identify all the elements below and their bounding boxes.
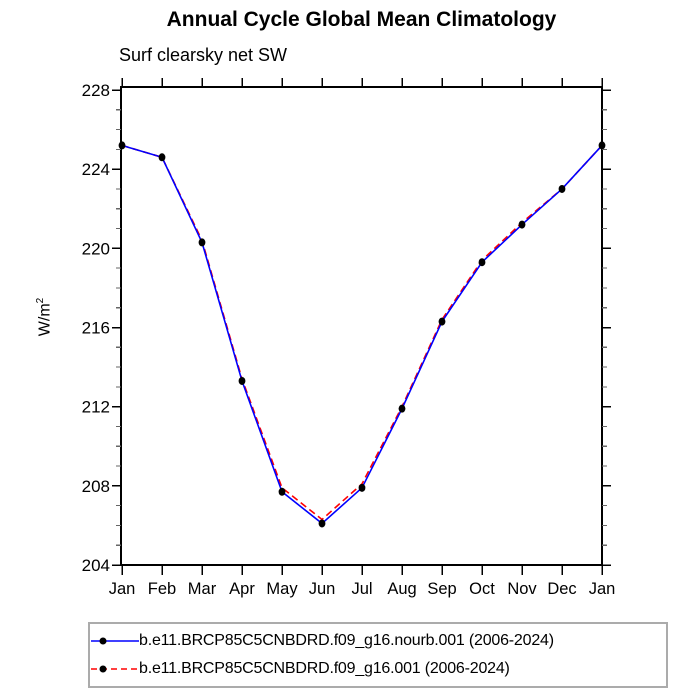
legend-label: b.e11.BRCP85C5CNBDRD.f09_g16.nourb.001 (… bbox=[139, 632, 554, 649]
x-tick-label: Dec bbox=[547, 580, 576, 598]
x-tick-label: Jul bbox=[351, 580, 372, 598]
chart-title: Annual Cycle Global Mean Climatology bbox=[166, 8, 557, 31]
legend-item-base: b.e11.BRCP85C5CNBDRD.f09_g16.001 (2006-2… bbox=[90, 658, 666, 680]
data-point-dot bbox=[478, 258, 486, 267]
chart-subtitle: Surf clearsky net SW bbox=[119, 45, 288, 65]
data-point-dot bbox=[598, 141, 606, 150]
data-point-dot bbox=[158, 153, 166, 162]
y-tick-label: 220 bbox=[82, 239, 110, 258]
x-tick-label: Oct bbox=[469, 580, 495, 598]
data-point-dot bbox=[558, 184, 566, 193]
x-axis-ticks bbox=[121, 78, 603, 575]
data-point-dot bbox=[278, 487, 286, 496]
y-tick-label: 204 bbox=[82, 556, 110, 575]
data-point-dot bbox=[118, 141, 126, 150]
x-tick-labels: Jan Feb Mar Apr May Jun Jul Aug Sep Oct Nov Dec Jan bbox=[109, 580, 616, 598]
x-tick-label: Sep bbox=[427, 580, 456, 598]
plot-frame bbox=[120, 86, 603, 566]
y-tick-label: 228 bbox=[82, 81, 110, 100]
data-point-dot bbox=[518, 220, 526, 229]
data-point-dot bbox=[398, 404, 406, 413]
x-tick-label: Aug bbox=[387, 580, 416, 598]
y-tick-label: 216 bbox=[82, 319, 110, 338]
y-tick-label: 224 bbox=[82, 160, 110, 179]
x-tick-label: Apr bbox=[229, 580, 255, 598]
x-tick-label: Jun bbox=[309, 580, 336, 598]
data-point-dot bbox=[358, 483, 366, 492]
x-tick-label: Feb bbox=[148, 580, 176, 598]
y-tick-label: 208 bbox=[82, 477, 110, 496]
y-major-ticks bbox=[112, 89, 611, 566]
y-tick-labels: 228 224 220 216 212 208 204 bbox=[82, 81, 110, 575]
series-line-solid-blue bbox=[121, 144, 603, 525]
legend-marker-dot-icon bbox=[99, 665, 107, 673]
x-tick-label: Nov bbox=[507, 580, 537, 598]
legend-marker-dot-icon bbox=[99, 637, 107, 645]
x-tick-label: Jan bbox=[109, 580, 136, 598]
data-point-dot bbox=[438, 317, 446, 326]
data-point-markers bbox=[118, 141, 606, 528]
legend-label: b.e11.BRCP85C5CNBDRD.f09_g16.001 (2006-2… bbox=[139, 660, 510, 677]
data-point-dot bbox=[198, 238, 206, 247]
data-point-dot bbox=[238, 376, 246, 385]
legend-line-sample-dashed-red bbox=[91, 665, 139, 673]
x-tick-label: Mar bbox=[188, 580, 217, 598]
x-tick-label: May bbox=[266, 580, 298, 598]
data-point-dot bbox=[318, 519, 326, 528]
legend-line-sample-solid-blue bbox=[91, 637, 139, 645]
series-line-dashed-red bbox=[121, 144, 603, 521]
legend-item-nourb: b.e11.BRCP85C5CNBDRD.f09_g16.nourb.001 (… bbox=[90, 630, 666, 652]
y-minor-ticks bbox=[116, 109, 607, 546]
legend-box: b.e11.BRCP85C5CNBDRD.f09_g16.nourb.001 (… bbox=[88, 622, 668, 688]
x-tick-label: Jan bbox=[589, 580, 616, 598]
y-tick-label: 212 bbox=[82, 398, 110, 417]
